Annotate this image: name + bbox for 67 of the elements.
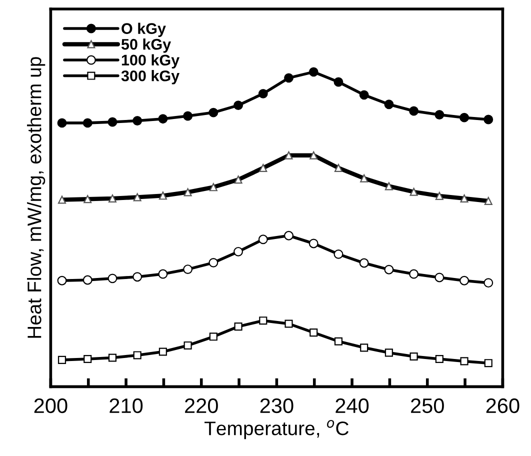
legend-label: 50 kGy xyxy=(121,38,172,53)
point xyxy=(158,348,167,356)
point xyxy=(258,88,268,98)
point xyxy=(57,276,67,286)
legend-label: 100 kGy xyxy=(122,54,180,69)
point xyxy=(359,258,369,268)
point xyxy=(209,332,218,341)
x-tick-label: 250 xyxy=(411,398,444,414)
point xyxy=(284,73,294,83)
point xyxy=(82,118,92,128)
point xyxy=(132,272,142,282)
point xyxy=(258,234,268,244)
x-tick-label: 200 xyxy=(34,398,68,414)
point xyxy=(484,114,494,124)
point xyxy=(234,100,243,110)
point xyxy=(484,278,494,288)
point xyxy=(334,337,342,346)
point xyxy=(108,274,118,284)
x-tick-label: 210 xyxy=(110,398,143,414)
point xyxy=(58,356,66,364)
point xyxy=(334,77,344,87)
point xyxy=(284,320,293,328)
point xyxy=(259,316,268,325)
point xyxy=(310,328,318,337)
point xyxy=(132,116,142,126)
point xyxy=(234,322,242,331)
point xyxy=(334,249,344,259)
point xyxy=(460,112,469,122)
legend-label: O kGy xyxy=(122,22,166,37)
point xyxy=(409,269,419,279)
point xyxy=(208,108,218,118)
point xyxy=(308,67,318,77)
point xyxy=(84,354,92,364)
point xyxy=(484,359,492,368)
point xyxy=(434,272,444,282)
point xyxy=(57,118,67,128)
legend-label: 300 kGy xyxy=(121,70,180,84)
point xyxy=(284,230,294,240)
x-axis-title: Temperature, $^{o}$C xyxy=(204,420,349,440)
x-tick-label: 220 xyxy=(185,398,218,414)
point xyxy=(409,106,419,116)
point xyxy=(434,110,444,120)
point xyxy=(460,357,468,366)
point xyxy=(82,275,92,285)
point xyxy=(308,238,318,248)
x-tick-label: 230 xyxy=(260,398,294,414)
point xyxy=(384,348,393,357)
point xyxy=(384,100,394,110)
point xyxy=(360,344,368,352)
point xyxy=(108,117,118,127)
point xyxy=(158,114,168,124)
point xyxy=(384,264,394,274)
point xyxy=(234,246,243,256)
point xyxy=(108,354,116,362)
point xyxy=(158,269,168,279)
point xyxy=(184,341,192,350)
x-tick-label: 240 xyxy=(336,398,369,414)
point xyxy=(435,354,444,364)
x-tick-label: 260 xyxy=(486,398,520,414)
point xyxy=(183,264,193,274)
point xyxy=(359,90,369,100)
y-axis-title: Heat Flow, mW/mg, exotherm up xyxy=(27,57,46,338)
point xyxy=(460,276,469,286)
point xyxy=(133,351,142,360)
point xyxy=(183,111,193,121)
point xyxy=(208,258,218,268)
point xyxy=(410,352,418,361)
